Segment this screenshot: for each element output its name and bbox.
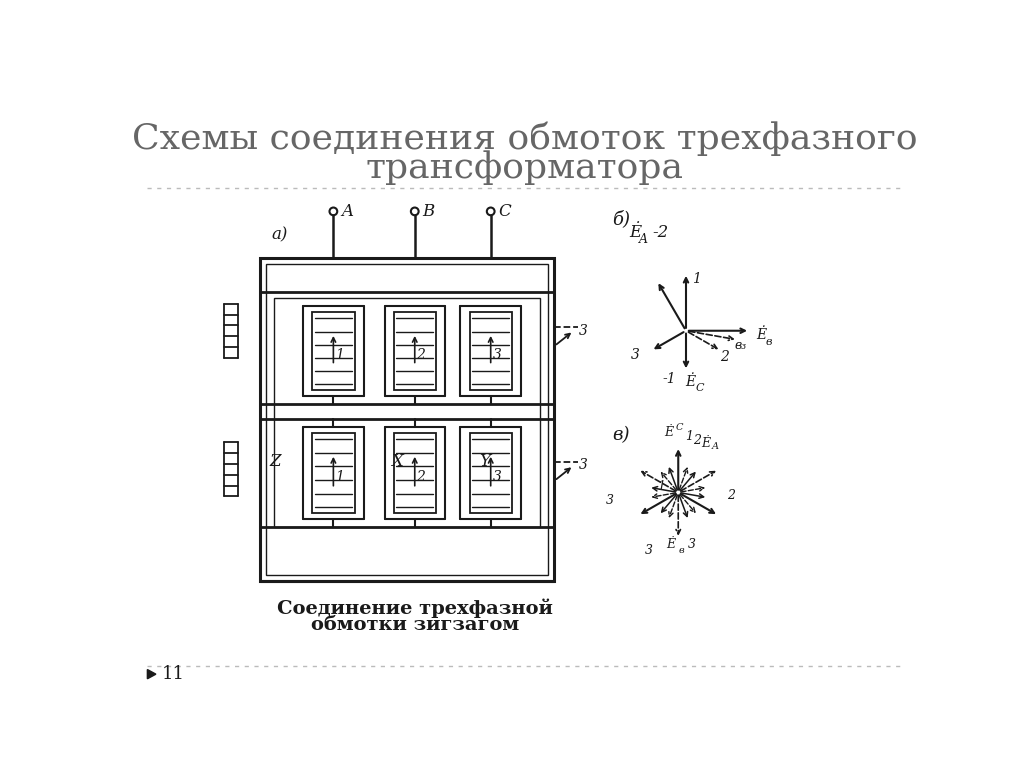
Text: 3: 3 xyxy=(579,459,588,472)
Text: -2: -2 xyxy=(652,225,669,242)
Text: B: B xyxy=(423,203,435,220)
Text: 1: 1 xyxy=(335,470,344,484)
Bar xyxy=(260,258,554,581)
Text: в₃: в₃ xyxy=(734,340,746,353)
Text: в: в xyxy=(765,337,772,347)
Text: Ė: Ė xyxy=(665,426,674,439)
Text: 3: 3 xyxy=(493,470,502,484)
Text: Ė: Ė xyxy=(666,538,675,551)
Text: A: A xyxy=(712,442,719,451)
Text: 3: 3 xyxy=(631,347,640,361)
Text: C: C xyxy=(695,383,705,393)
Text: 2: 2 xyxy=(417,470,425,484)
Bar xyxy=(266,264,548,574)
Text: в): в) xyxy=(612,426,630,443)
Text: X: X xyxy=(391,453,403,470)
Text: Ė: Ė xyxy=(756,328,766,341)
Text: Ė: Ė xyxy=(630,225,642,242)
Text: 3: 3 xyxy=(579,324,588,337)
Bar xyxy=(394,433,436,513)
Text: в: в xyxy=(679,546,684,555)
Text: 2: 2 xyxy=(727,489,735,502)
Text: 1: 1 xyxy=(692,272,701,286)
Text: обмотки зигзагом: обмотки зигзагом xyxy=(310,616,519,634)
Text: Соединение трехфазной: Соединение трехфазной xyxy=(276,598,553,617)
Text: Y: Y xyxy=(479,453,490,470)
Text: 3: 3 xyxy=(606,494,614,507)
Text: 1: 1 xyxy=(685,430,693,443)
Text: -1: -1 xyxy=(663,372,676,386)
Text: 1: 1 xyxy=(657,480,666,492)
Text: 2: 2 xyxy=(720,350,729,364)
Text: A: A xyxy=(341,203,353,220)
Text: Z: Z xyxy=(269,453,281,470)
Text: б): б) xyxy=(612,210,631,228)
Text: а): а) xyxy=(271,226,288,243)
Bar xyxy=(312,312,355,390)
Text: C: C xyxy=(676,423,684,433)
Bar xyxy=(470,312,512,390)
Text: 11: 11 xyxy=(162,665,185,683)
Text: C: C xyxy=(499,203,511,220)
Text: Ė: Ė xyxy=(686,375,695,389)
Text: 3: 3 xyxy=(493,347,502,361)
Bar xyxy=(273,298,541,527)
Text: A: A xyxy=(639,232,648,245)
Text: Схемы соединения обмоток трехфазного: Схемы соединения обмоток трехфазного xyxy=(132,121,918,156)
Text: Ė: Ė xyxy=(701,436,711,449)
Text: трансформатора: трансформатора xyxy=(366,150,684,185)
Text: 2: 2 xyxy=(693,433,700,446)
Text: 1: 1 xyxy=(335,347,344,361)
Text: 3: 3 xyxy=(645,545,653,558)
Bar xyxy=(470,433,512,513)
Text: 3: 3 xyxy=(688,538,696,551)
Text: 2: 2 xyxy=(417,347,425,361)
Bar xyxy=(394,312,436,390)
Bar xyxy=(312,433,355,513)
Polygon shape xyxy=(147,670,156,679)
